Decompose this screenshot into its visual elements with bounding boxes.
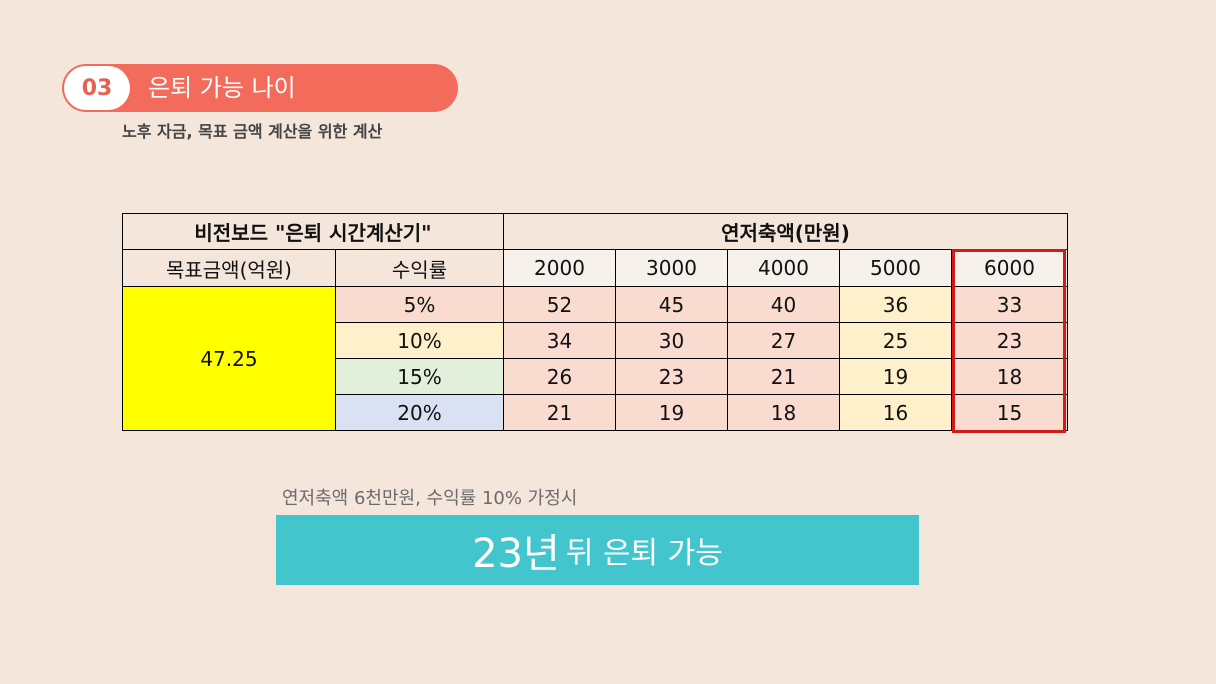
years-cell: 27	[727, 322, 840, 359]
target-value: 47.25	[122, 286, 336, 431]
years-cell: 21	[503, 394, 616, 431]
years-cell: 45	[615, 286, 728, 323]
years-cell: 26	[503, 358, 616, 395]
years-cell: 25	[839, 322, 952, 359]
table-title: 비전보드 "은퇴 시간계산기"	[122, 213, 504, 250]
table-row: 10% 34 30 27 25 23	[123, 322, 1068, 359]
result-banner: 23년 뒤 은퇴 가능	[276, 515, 919, 585]
savings-amount: 3000	[615, 249, 728, 287]
result-text: 뒤 은퇴 가능	[565, 536, 723, 571]
rate-cell: 15%	[335, 358, 504, 395]
savings-amount: 6000	[951, 249, 1068, 287]
years-cell: 19	[615, 394, 728, 431]
years-cell: 23	[951, 322, 1068, 359]
years-cell: 40	[727, 286, 840, 323]
rate-cell: 20%	[335, 394, 504, 431]
section-header-pill: 03 은퇴 가능 나이	[62, 64, 458, 112]
years-cell: 18	[951, 358, 1068, 395]
section-title: 은퇴 가능 나이	[148, 74, 296, 102]
retirement-calculator-table: 비전보드 "은퇴 시간계산기" 연저축액(만원) 목표금액(억원) 수익률 20…	[122, 213, 1068, 431]
years-cell: 21	[727, 358, 840, 395]
savings-header: 연저축액(만원)	[503, 213, 1068, 250]
savings-amount: 5000	[839, 249, 952, 287]
result-years: 23년	[472, 531, 560, 577]
years-cell: 30	[615, 322, 728, 359]
assumption-text: 연저축액 6천만원, 수익률 10% 가정시	[282, 488, 578, 509]
years-cell: 36	[839, 286, 952, 323]
years-cell: 52	[503, 286, 616, 323]
rate-cell: 5%	[335, 286, 504, 323]
years-cell: 18	[727, 394, 840, 431]
years-cell: 34	[503, 322, 616, 359]
savings-amount: 4000	[727, 249, 840, 287]
table-row: 20% 21 19 18 16 15	[123, 394, 1068, 431]
section-number: 03	[64, 66, 130, 110]
target-header: 목표금액(억원)	[122, 249, 336, 287]
savings-amount: 2000	[503, 249, 616, 287]
rate-cell: 10%	[335, 322, 504, 359]
table-row: 15% 26 23 21 19 18	[123, 358, 1068, 395]
table-row: 47.25 5% 52 45 40 36 33	[122, 286, 1068, 431]
section-subtitle: 노후 자금, 목표 금액 계산을 위한 계산	[122, 122, 383, 141]
years-cell: 23	[615, 358, 728, 395]
rate-header: 수익률	[335, 249, 504, 287]
years-cell: 33	[951, 286, 1068, 323]
years-cell: 19	[839, 358, 952, 395]
years-cell: 15	[951, 394, 1068, 431]
years-cell: 16	[839, 394, 952, 431]
